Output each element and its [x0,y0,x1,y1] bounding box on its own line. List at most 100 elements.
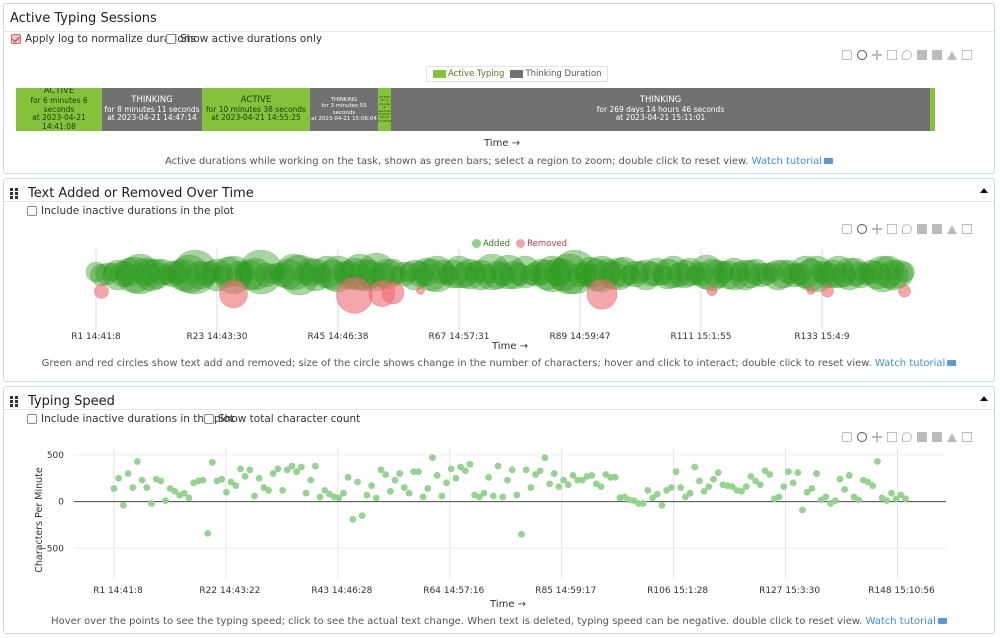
speed-point[interactable] [649,494,657,502]
drag-handle-icon[interactable] [10,188,18,199]
added-bubble[interactable] [186,260,215,290]
speed-point[interactable] [831,497,839,505]
added-bubble[interactable] [299,258,333,292]
speed-point[interactable] [340,489,347,497]
speed-point[interactable] [756,481,764,489]
speed-point[interactable] [532,471,539,478]
added-bubble[interactable] [652,264,673,286]
added-bubble[interactable] [103,262,122,282]
speed-point[interactable] [555,483,563,491]
removed-bubble[interactable] [416,286,425,295]
added-bubble[interactable] [451,261,478,289]
added-bubble[interactable] [818,259,848,289]
speed-point[interactable] [232,482,240,490]
speed-point[interactable] [700,487,708,495]
speed-point[interactable] [710,475,717,483]
speed-point[interactable] [255,474,263,482]
added-bubble[interactable] [234,261,255,283]
speed-point[interactable] [785,468,792,476]
removed-bubble[interactable] [336,277,373,314]
speed-point[interactable] [288,462,296,470]
speed-point[interactable] [405,489,413,497]
added-bubble[interactable] [102,259,134,291]
speed-point[interactable] [836,475,844,483]
speed-point[interactable] [541,454,549,462]
added-bubble[interactable] [399,259,431,291]
added-bubble[interactable] [788,262,812,286]
added-bubble[interactable] [742,258,770,286]
speed-point[interactable] [644,486,652,494]
legend-active[interactable]: Active Typing [433,69,504,79]
speed-point[interactable] [714,469,722,477]
added-bubble[interactable] [703,259,732,289]
checkbox-icon[interactable] [204,414,214,424]
added-bubble[interactable] [810,260,834,284]
speed-point[interactable] [691,463,699,471]
speed-point[interactable] [696,477,703,485]
added-bubble[interactable] [548,253,590,295]
speed-point[interactable] [358,512,366,520]
added-bubble[interactable] [167,258,201,292]
speed-point[interactable] [574,476,582,484]
speed-point[interactable] [396,470,404,477]
added-bubble[interactable] [411,257,441,287]
session-segment-thinking[interactable]: THINKING for 8 minutes 11 seconds at 2023-… [102,88,202,131]
speed-point[interactable] [803,488,811,496]
session-segment-active[interactable]: ACTIVE for 6 minutes 6 seconds at 2023-04-… [16,88,102,131]
speed-point[interactable] [297,463,305,471]
speed-point[interactable] [368,482,375,490]
added-bubble[interactable] [170,254,209,294]
added-bubble[interactable] [675,257,705,287]
speed-point[interactable] [335,494,343,502]
added-bubble[interactable] [543,257,573,287]
added-bubble[interactable] [864,255,901,293]
speed-point[interactable] [752,477,760,485]
speed-point[interactable] [588,472,596,479]
added-bubble[interactable] [894,261,915,283]
speed-point[interactable] [110,485,118,492]
speed-point[interactable] [302,489,310,497]
watch-tutorial-link[interactable]: Watch tutorial [866,616,947,627]
speed-point[interactable] [489,492,497,500]
speed-point[interactable] [199,476,207,484]
speed-point[interactable] [424,485,432,492]
added-bubble[interactable] [473,253,511,291]
speed-point[interactable] [686,489,694,497]
speed-point[interactable] [597,483,605,491]
reset-home-icon[interactable] [947,50,957,60]
added-bubble[interactable] [782,262,807,288]
added-bubble[interactable] [491,254,526,290]
speed-point[interactable] [780,483,788,491]
added-bubble[interactable] [157,264,178,286]
added-bubble[interactable] [798,255,835,293]
pan-icon[interactable] [872,50,882,60]
speed-point[interactable] [241,472,249,480]
added-bubble[interactable] [528,258,555,286]
added-bubble[interactable] [279,254,320,296]
autoscale-icon[interactable] [962,432,972,442]
added-bubble[interactable] [854,262,878,286]
speed-point[interactable] [738,487,745,495]
speed-point[interactable] [119,501,127,509]
added-bubble[interactable] [831,262,857,288]
speed-point[interactable] [864,478,872,486]
speed-point[interactable] [124,470,132,477]
speed-point[interactable] [246,466,254,474]
added-bubble[interactable] [652,258,684,290]
speed-point[interactable] [316,493,324,501]
box-select-icon[interactable] [887,224,897,234]
added-bubble[interactable] [275,253,313,291]
speed-point[interactable] [452,474,460,482]
added-bubble[interactable] [884,259,914,289]
legend-thinking[interactable]: Thinking Duration [510,69,601,79]
added-bubble[interactable] [639,261,664,287]
speed-point[interactable] [799,506,806,514]
speed-point[interactable] [728,483,736,491]
speed-point[interactable] [363,491,371,499]
checkbox-icon[interactable] [27,206,37,216]
zoom-out-icon[interactable] [932,432,942,442]
added-bubble[interactable] [862,260,892,290]
added-bubble[interactable] [685,264,706,286]
session-segment-active[interactable]: ACTIVE for 1 minute 9 seconds at 2023-04-2… [378,88,391,131]
lasso-icon[interactable] [902,432,912,442]
